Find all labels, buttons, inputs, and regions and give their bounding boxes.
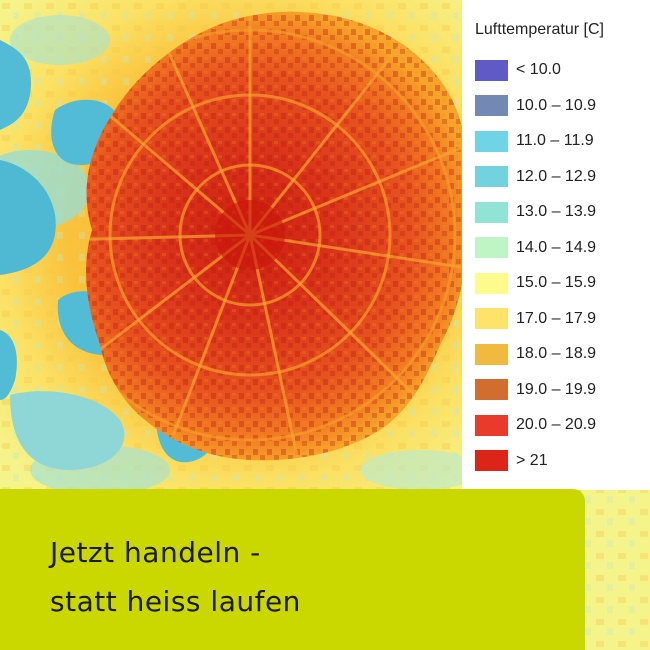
- legend-label: 20.0 – 20.9: [516, 416, 597, 433]
- legend-swatch: [475, 450, 508, 471]
- legend-item: 18.0 – 18.9: [475, 343, 596, 365]
- lake-top-left: [0, 40, 31, 130]
- slogan-line-1: Jetzt handeln -: [50, 536, 261, 569]
- legend-swatch: [475, 308, 508, 329]
- legend-label: 18.0 – 18.9: [516, 345, 597, 362]
- legend-label: 19.0 – 19.9: [516, 380, 597, 398]
- legend-swatch: [475, 237, 508, 258]
- legend-swatch: [475, 130, 508, 152]
- legend-item: 14.0 – 14.9: [475, 237, 596, 259]
- legend-label: 14.0 – 14.9: [516, 238, 597, 256]
- legend-swatch: [475, 166, 508, 187]
- legend-label: 11.0 – 11.9: [516, 132, 594, 149]
- legend-item: > 21: [475, 450, 548, 472]
- lake-left: [0, 160, 56, 275]
- legend-label: 13.0 – 13.9: [516, 203, 597, 220]
- legend-label: 15.0 – 15.9: [516, 274, 597, 291]
- legend-swatch: [475, 272, 508, 294]
- legend-swatch: [475, 59, 508, 81]
- legend-swatch: [475, 379, 508, 400]
- lake-bottom-left: [0, 330, 17, 400]
- slogan-line-2: statt heiss laufen: [50, 585, 301, 618]
- legend-item: 19.0 – 19.9: [475, 379, 596, 401]
- legend-label: > 21: [516, 451, 548, 469]
- legend-label: 10.0 – 10.9: [516, 96, 597, 114]
- legend-label: 12.0 – 12.9: [516, 167, 597, 185]
- legend-swatch: [475, 414, 508, 436]
- legend-title: Lufttemperatur [C]: [475, 21, 604, 38]
- legend-item: 13.0 – 13.9: [475, 201, 596, 223]
- legend-item: 20.0 – 20.9: [475, 414, 596, 436]
- legend-item: 10.0 – 10.9: [475, 95, 596, 117]
- legend-swatch: [475, 95, 508, 116]
- legend-item: 12.0 – 12.9: [475, 166, 596, 188]
- legend-swatch: [475, 201, 508, 223]
- legend-item: 11.0 – 11.9: [475, 130, 594, 152]
- slogan-banner: [0, 489, 585, 650]
- legend-label: < 10.0: [516, 61, 561, 78]
- legend: Lufttemperatur [C] < 10.0 10.0 – 10.9 11.0…: [462, 0, 650, 490]
- legend-item: < 10.0: [475, 59, 561, 81]
- legend-swatch: [475, 343, 508, 365]
- legend-item: 15.0 – 15.9: [475, 272, 596, 294]
- legend-label: 17.0 – 17.9: [516, 309, 597, 327]
- lake-bottom: [10, 391, 125, 470]
- legend-item: 17.0 – 17.9: [475, 308, 596, 330]
